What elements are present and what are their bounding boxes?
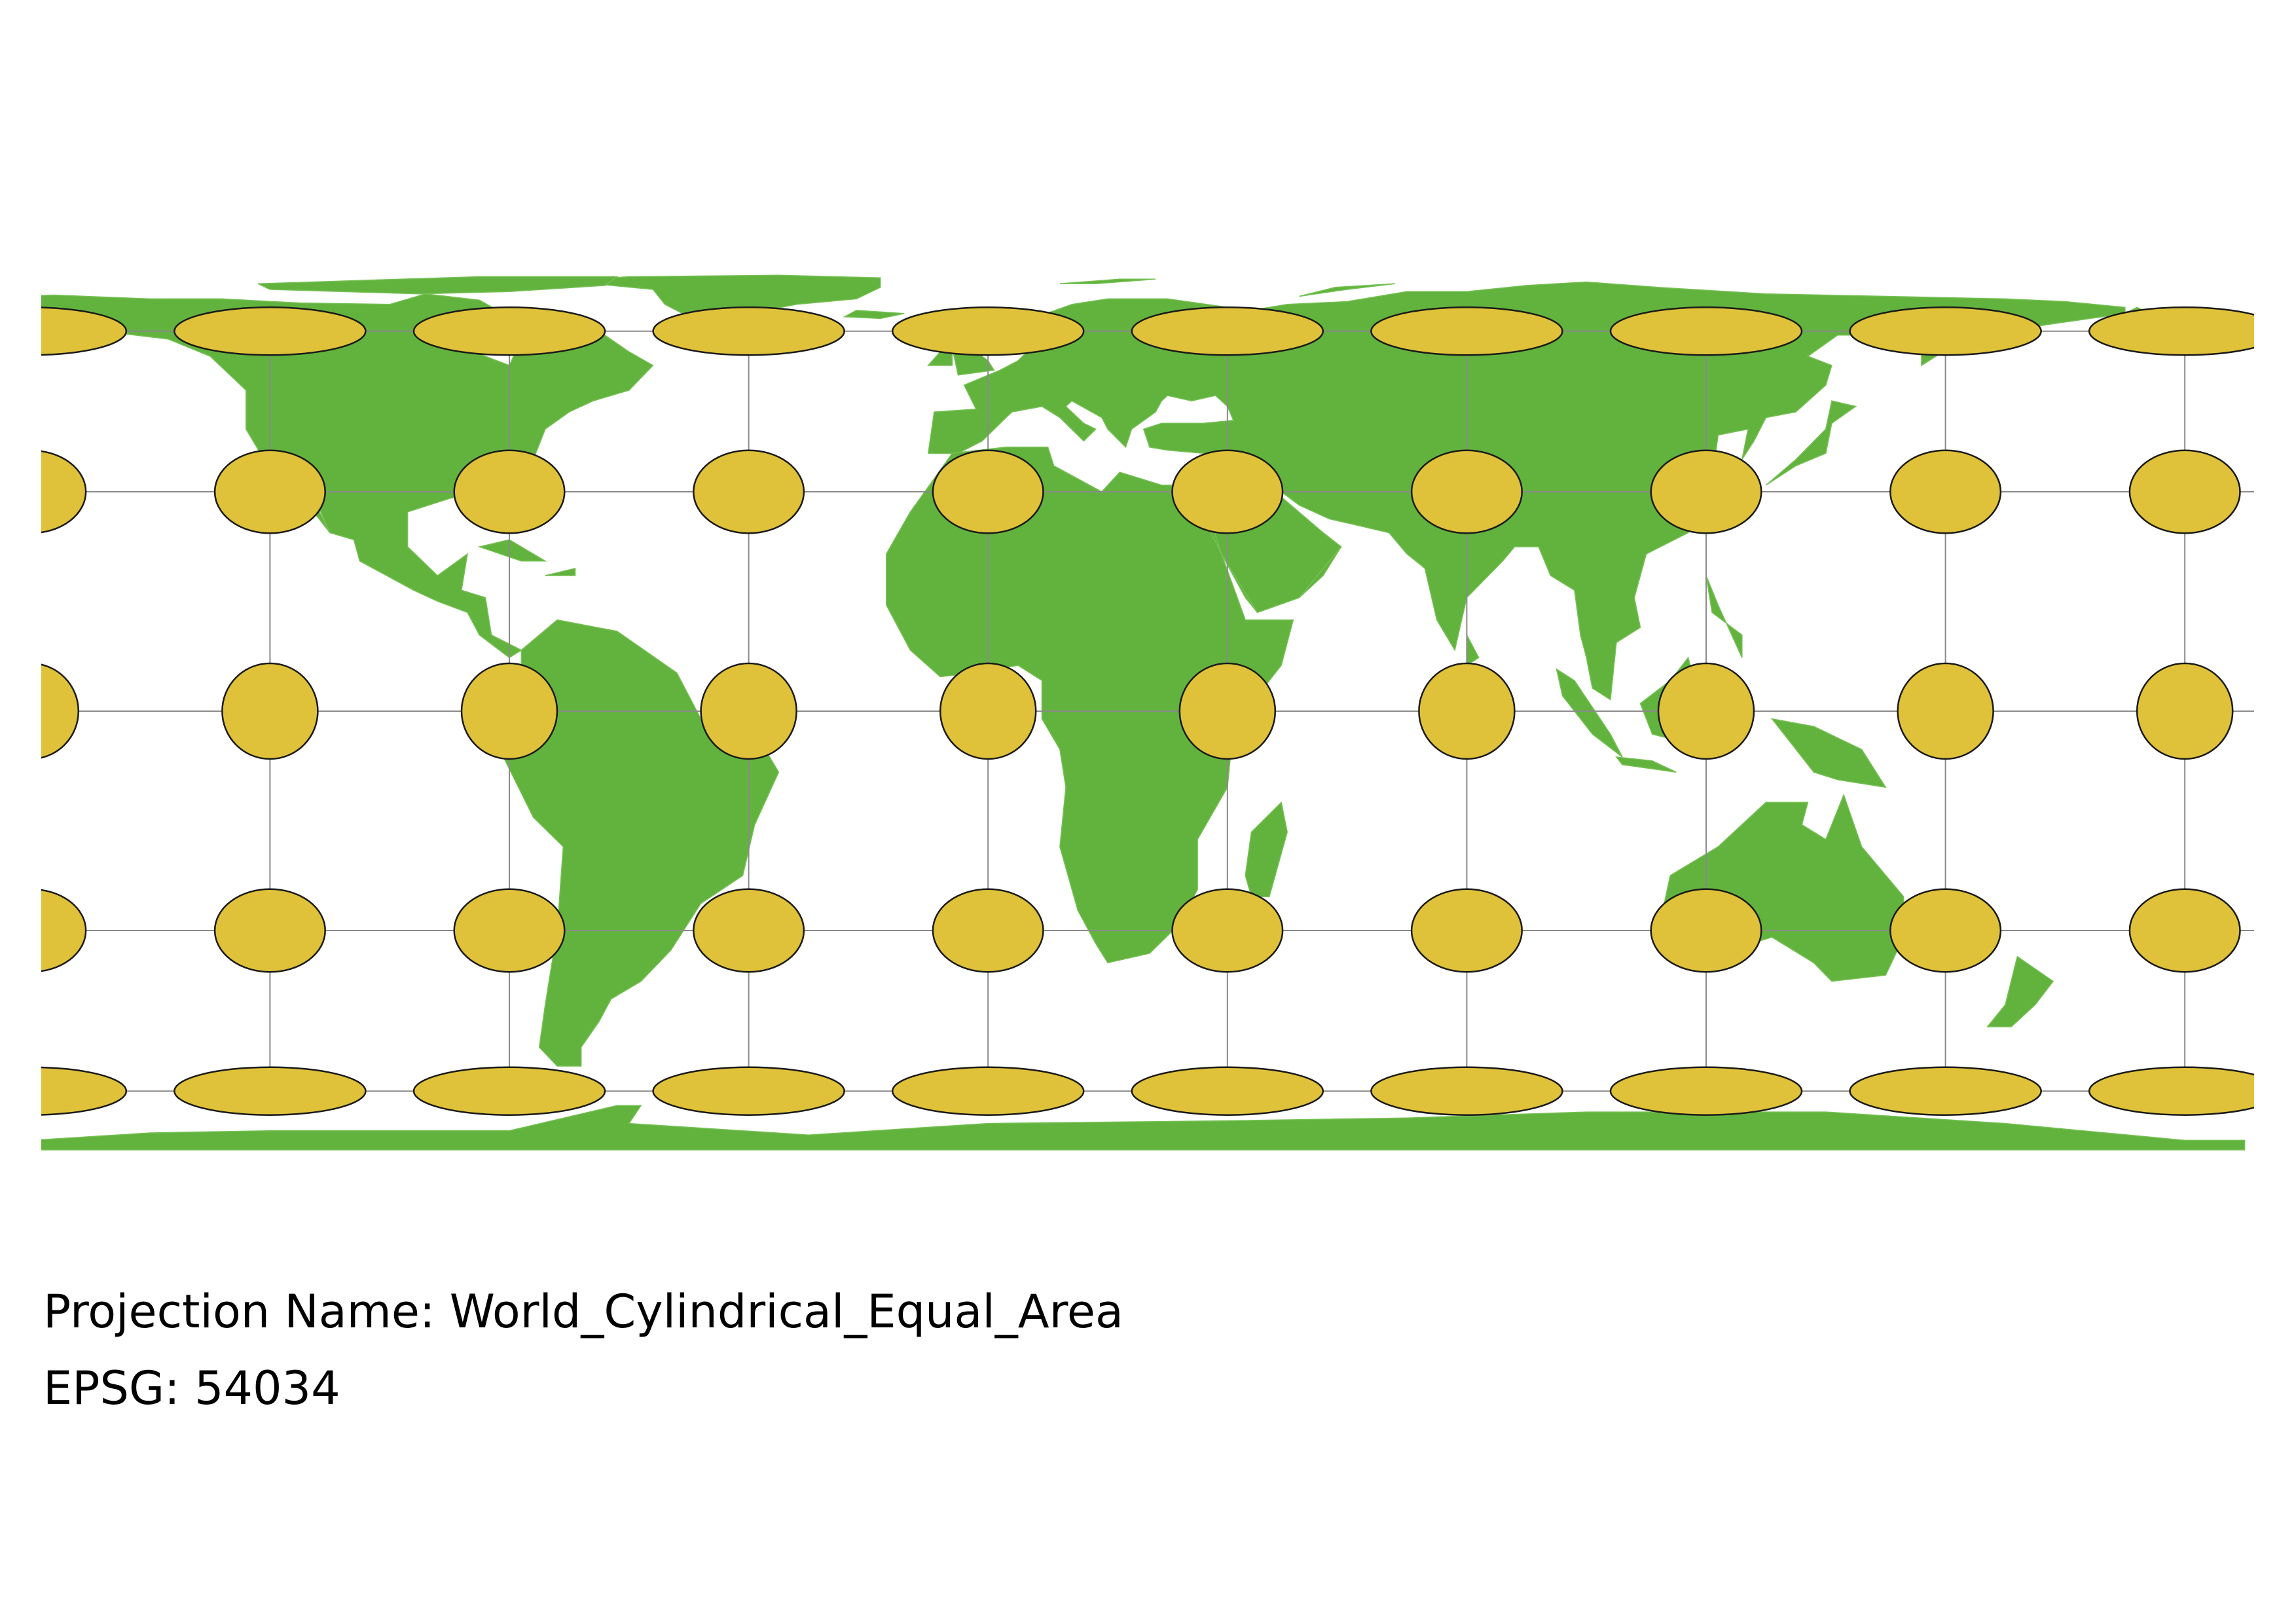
tissot-indicatrix (1650, 888, 1762, 973)
tissot-indicatrix (1418, 662, 1516, 760)
tissot-indicatrix (1650, 449, 1762, 534)
tissot-indicatrix (693, 449, 805, 534)
map-caption: Projection Name: World_Cylindrical_Equal… (43, 1274, 1123, 1427)
sri-lanka (1466, 635, 1480, 667)
tissot-indicatrix (652, 1066, 845, 1116)
tissot-indicatrix (173, 1066, 367, 1116)
tissot-indicatrix (891, 306, 1085, 356)
tissot-indicatrix (41, 306, 128, 356)
tissot-indicatrix (1171, 449, 1284, 534)
map-frame (41, 262, 2254, 1172)
tissot-indicatrix (412, 306, 606, 356)
tissot-indicatrix (1609, 306, 1803, 356)
tissot-indicatrix (412, 1066, 606, 1116)
java (1615, 756, 1677, 773)
tissot-indicatrix (1131, 1066, 1324, 1116)
tissot-indicatrix (1657, 662, 1755, 760)
tissot-indicatrix (1410, 449, 1523, 534)
tissot-indicatrix (1889, 888, 2002, 973)
tissot-indicatrix (221, 662, 319, 760)
tissot-indicatrix (1410, 888, 1523, 973)
philippines (1705, 575, 1743, 658)
tissot-indicatrix (2088, 1066, 2254, 1116)
tissot-indicatrix (891, 1066, 1085, 1116)
tissot-indicatrix (1131, 306, 1324, 356)
tissot-indicatrix (41, 450, 87, 534)
tissot-indicatrix (41, 663, 80, 759)
madagascar (1245, 801, 1288, 897)
tissot-indicatrix (939, 662, 1037, 760)
tissot-indicatrix (1609, 1066, 1803, 1116)
tissot-indicatrix (213, 449, 326, 534)
tissot-indicatrix (1849, 1066, 2042, 1116)
tissot-indicatrix (700, 662, 797, 760)
tissot-indicatrix (453, 449, 566, 534)
tissot-indicatrix (932, 888, 1044, 973)
tissot-indicatrix (41, 1066, 128, 1116)
tissot-indicatrix (460, 662, 558, 760)
novaya-zemlya (1299, 283, 1395, 297)
tissot-indicatrix (652, 306, 845, 356)
tissot-indicatrix (2136, 662, 2234, 760)
tissot-indicatrix (2088, 306, 2254, 356)
tissot-indicatrix (1178, 662, 1277, 760)
epsg-label: EPSG: 54034 (43, 1361, 340, 1415)
iceland (843, 310, 905, 320)
projection-name-label: Projection Name: World_Cylindrical_Equal… (43, 1285, 1123, 1338)
tissot-indicatrix-layer (41, 306, 2254, 1116)
tissot-indicatrix (173, 306, 367, 356)
tissot-indicatrix (2128, 449, 2241, 534)
world-map (41, 274, 2254, 1151)
antarctica (41, 1105, 2246, 1151)
tissot-indicatrix (453, 888, 566, 973)
tissot-indicatrix (1171, 888, 1284, 973)
tissot-indicatrix (932, 449, 1044, 534)
tissot-indicatrix (1889, 449, 2002, 534)
tissot-indicatrix (1370, 306, 1563, 356)
new-guinea (1770, 718, 1887, 788)
tissot-indicatrix (2128, 888, 2241, 973)
sumatra (1556, 668, 1623, 758)
hispaniola (545, 567, 576, 576)
tissot-indicatrix (41, 889, 87, 972)
cuba (477, 539, 547, 562)
tissot-indicatrix (213, 888, 326, 973)
svalbard (1059, 278, 1156, 284)
tissot-indicatrix (1849, 306, 2042, 356)
tissot-indicatrix (1897, 662, 1994, 760)
tissot-indicatrix (1370, 1066, 1563, 1116)
canadian-arctic-islands (257, 276, 619, 295)
japan (1765, 400, 1857, 486)
new-zealand (1986, 955, 2054, 1027)
tissot-indicatrix (693, 888, 805, 973)
